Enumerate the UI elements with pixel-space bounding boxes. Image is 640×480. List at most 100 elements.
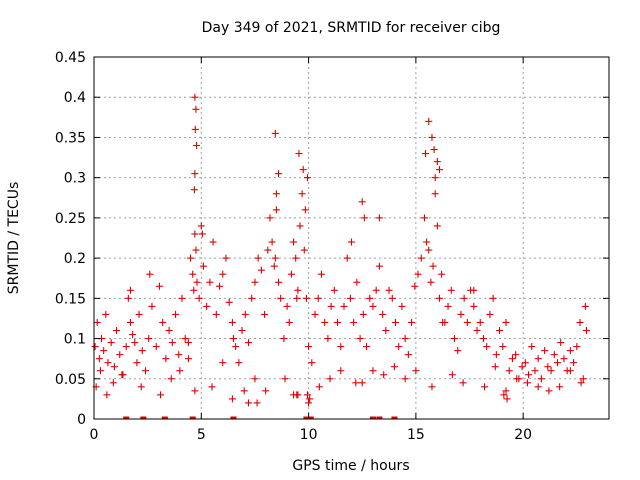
data-point	[550, 351, 558, 359]
y-tick-label: 0.25	[55, 211, 86, 227]
data-point	[193, 278, 201, 286]
data-point	[102, 310, 110, 318]
data-point	[232, 343, 240, 351]
x-tick-label: 15	[407, 427, 425, 443]
data-point	[431, 190, 439, 198]
data-point	[135, 310, 143, 318]
x-tick-label: 20	[514, 427, 532, 443]
data-point	[337, 367, 345, 375]
data-point	[266, 214, 274, 222]
data-point	[427, 278, 435, 286]
chart-title: Day 349 of 2021, SRMTID for receiver cib…	[202, 20, 501, 36]
data-point	[534, 355, 542, 363]
data-point	[304, 174, 312, 182]
data-point	[326, 375, 334, 383]
data-point	[401, 375, 409, 383]
data-point	[340, 302, 348, 310]
data-point	[145, 335, 153, 343]
data-point	[375, 214, 383, 222]
data-point	[93, 318, 101, 326]
y-tick-label: 0.1	[64, 332, 86, 348]
data-point	[181, 335, 189, 343]
data-point	[113, 327, 121, 335]
data-point	[398, 302, 406, 310]
data-point	[308, 359, 316, 367]
data-point	[502, 318, 510, 326]
data-point	[248, 294, 256, 302]
data-point	[430, 146, 438, 154]
data-point	[566, 347, 574, 355]
data-point	[228, 395, 236, 403]
data-point	[192, 246, 200, 254]
data-point	[271, 254, 279, 262]
data-point	[577, 379, 585, 387]
data-point	[463, 318, 471, 326]
data-point	[192, 105, 200, 113]
y-tick-label: 0.2	[64, 251, 86, 267]
data-point	[346, 294, 354, 302]
data-point	[159, 318, 167, 326]
data-point	[420, 214, 428, 222]
data-point	[270, 262, 278, 270]
data-point	[428, 133, 436, 141]
data-point	[366, 294, 374, 302]
x-tick-labels: 0 5 10 15 20	[90, 427, 533, 443]
data-point	[219, 359, 227, 367]
data-point	[131, 339, 139, 347]
data-point	[299, 166, 307, 174]
data-point	[321, 318, 329, 326]
y-tick-labels: 0 0.05 0.1 0.15 0.2 0.25 0.3 0.35 0.4 0.45	[55, 50, 86, 428]
data-point	[306, 395, 314, 403]
data-point	[435, 294, 443, 302]
data-point	[412, 367, 420, 375]
data-point	[189, 270, 197, 278]
data-point	[300, 246, 308, 254]
data-point	[287, 270, 295, 278]
data-point	[222, 254, 230, 262]
data-point	[172, 310, 180, 318]
y-tick-label: 0.45	[55, 50, 86, 66]
data-point	[358, 198, 366, 206]
data-point	[146, 270, 154, 278]
data-point	[283, 302, 291, 310]
data-point	[275, 170, 283, 178]
data-point	[431, 174, 439, 182]
data-point	[298, 190, 306, 198]
data-point	[190, 286, 198, 294]
data-point	[219, 270, 227, 278]
data-point	[391, 318, 399, 326]
data-point	[168, 339, 176, 347]
data-point	[352, 379, 360, 387]
data-point	[262, 387, 270, 395]
data-point	[191, 230, 199, 238]
data-point	[372, 286, 380, 294]
data-point	[570, 359, 578, 367]
y-tick-label: 0.3	[64, 171, 86, 187]
data-point	[251, 278, 259, 286]
data-point	[330, 286, 338, 294]
y-tick-label: 0.15	[55, 291, 86, 307]
data-point	[261, 310, 269, 318]
data-point	[390, 363, 398, 371]
data-point	[492, 351, 500, 359]
data-point	[503, 395, 511, 403]
data-point	[294, 286, 302, 294]
data-point	[107, 339, 115, 347]
data-point	[408, 318, 416, 326]
data-point	[473, 327, 481, 335]
data-point	[199, 262, 207, 270]
data-point	[479, 335, 487, 343]
data-point	[534, 383, 542, 391]
data-point	[457, 310, 465, 318]
data-point	[375, 262, 383, 270]
data-point	[556, 383, 564, 391]
data-point	[96, 367, 104, 375]
data-point	[104, 359, 112, 367]
data-point	[191, 387, 199, 395]
data-point	[422, 150, 430, 158]
y-tick-label: 0	[77, 412, 86, 428]
data-point	[459, 379, 467, 387]
data-point	[295, 150, 303, 158]
data-point	[428, 383, 436, 391]
